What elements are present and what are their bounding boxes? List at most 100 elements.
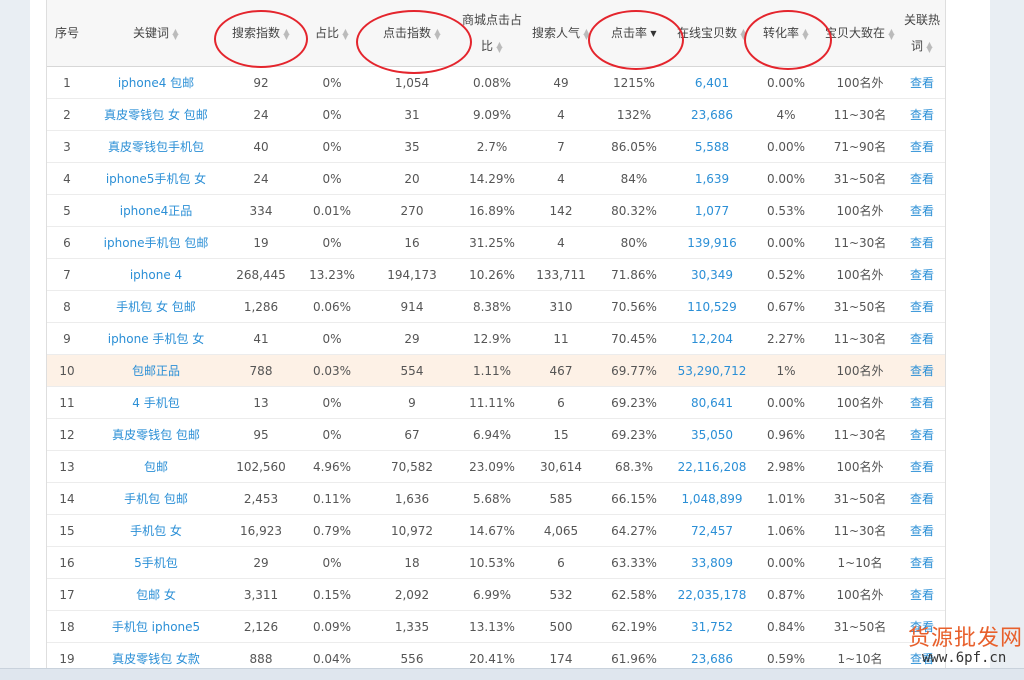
cell-keyword[interactable]: 手机包 女 (87, 514, 225, 547)
column-header-1[interactable]: 关键词 ▲ ▼ (87, 0, 225, 67)
cell-keyword[interactable]: 真皮零钱包手机包 (87, 130, 225, 163)
view-related-link[interactable]: 查看 (899, 642, 945, 668)
cell-keyword[interactable]: 真皮零钱包 女款 (87, 642, 225, 668)
sort-arrows-icon[interactable]: ▲ ▼ (888, 26, 895, 41)
cell-items[interactable]: 22,035,178 (673, 578, 751, 611)
cell-keyword[interactable]: 5手机包 (87, 546, 225, 579)
cell-keyword[interactable]: iphone 手机包 女 (87, 322, 225, 355)
view-related-link[interactable]: 查看 (899, 162, 945, 195)
cell-items[interactable]: 35,050 (673, 418, 751, 451)
cell-share: 0.79% (297, 514, 367, 547)
cell-keyword[interactable]: 手机包 包邮 (87, 482, 225, 515)
cell-keyword[interactable]: 包邮 女 (87, 578, 225, 611)
view-related-link[interactable]: 查看 (899, 354, 945, 387)
cell-no: 4 (47, 162, 87, 195)
cell-keyword[interactable]: 包邮 (87, 450, 225, 483)
view-related-link[interactable]: 查看 (899, 258, 945, 291)
view-related-link[interactable]: 查看 (899, 194, 945, 227)
cell-keyword[interactable]: iphone 4 (87, 258, 225, 291)
cell-items[interactable]: 1,639 (673, 162, 751, 195)
sort-arrows-icon[interactable]: ▲ ▼ (740, 26, 747, 41)
cell-mall: 10.26% (457, 258, 527, 291)
column-header-6[interactable]: 搜索人气 ▲ ▼ (527, 0, 595, 67)
table-row: 9 iphone 手机包 女 41 0% 29 12.9% 11 70.45% 12,204 2.… (47, 322, 945, 355)
sort-arrows-icon[interactable]: ▲ ▼ (172, 26, 179, 41)
table-row: 17 包邮 女 3,311 0.15% 2,092 6.99% 532 62.58% 22,03… (47, 578, 945, 611)
column-header-10[interactable]: 宝贝大致在 ▲ ▼ (821, 0, 899, 67)
sort-arrows-icon[interactable]: ▼ (650, 29, 657, 38)
cell-items[interactable]: 23,686 (673, 98, 751, 131)
cell-keyword[interactable]: iphone4 包邮 (87, 66, 225, 99)
view-related-link[interactable]: 查看 (899, 66, 945, 99)
cell-keyword[interactable]: iphone手机包 包邮 (87, 226, 225, 259)
sort-arrows-icon[interactable]: ▲ ▼ (583, 26, 590, 41)
cell-items[interactable]: 53,290,712 (673, 354, 751, 387)
column-header-3[interactable]: 占比 ▲ ▼ (297, 0, 367, 67)
cell-search: 24 (225, 98, 297, 131)
cell-items[interactable]: 5,588 (673, 130, 751, 163)
cell-conv: 0.84% (751, 610, 821, 643)
sort-arrows-icon[interactable]: ▲ ▼ (802, 26, 809, 41)
cell-items[interactable]: 12,204 (673, 322, 751, 355)
cell-keyword[interactable]: 4 手机包 (87, 386, 225, 419)
view-related-link[interactable]: 查看 (899, 130, 945, 163)
view-related-link[interactable]: 查看 (899, 578, 945, 611)
cell-no: 10 (47, 354, 87, 387)
cell-items[interactable]: 23,686 (673, 642, 751, 668)
cell-keyword[interactable]: 真皮零钱包 包邮 (87, 418, 225, 451)
cell-items[interactable]: 30,349 (673, 258, 751, 291)
view-related-link[interactable]: 查看 (899, 610, 945, 643)
cell-ctr: 1215% (595, 66, 673, 99)
cell-items[interactable]: 72,457 (673, 514, 751, 547)
column-header-4[interactable]: 点击指数 ▲ ▼ (367, 0, 457, 67)
sort-arrows-icon[interactable]: ▲ ▼ (926, 39, 933, 54)
taskbar-strip (0, 668, 1024, 680)
cell-click: 554 (367, 354, 457, 387)
cell-keyword[interactable]: 包邮正品 (87, 354, 225, 387)
view-related-link[interactable]: 查看 (899, 482, 945, 515)
column-header-9[interactable]: 转化率 ▲ ▼ (751, 0, 821, 67)
cell-keyword[interactable]: 手机包 iphone5 (87, 610, 225, 643)
cell-no: 17 (47, 578, 87, 611)
cell-items[interactable]: 33,809 (673, 546, 751, 579)
column-header-2[interactable]: 搜索指数 ▲ ▼ (225, 0, 297, 67)
column-header-7[interactable]: 点击率 ▼ (595, 0, 673, 67)
cell-items[interactable]: 6,401 (673, 66, 751, 99)
column-header-5[interactable]: 商城点击占比 ▲ ▼ (457, 0, 527, 67)
view-related-link[interactable]: 查看 (899, 450, 945, 483)
view-related-link[interactable]: 查看 (899, 98, 945, 131)
cell-keyword[interactable]: 真皮零钱包 女 包邮 (87, 98, 225, 131)
sort-arrows-icon[interactable]: ▲ ▼ (283, 26, 290, 41)
view-related-link[interactable]: 查看 (899, 290, 945, 323)
view-related-link[interactable]: 查看 (899, 546, 945, 579)
view-related-link[interactable]: 查看 (899, 514, 945, 547)
cell-items[interactable]: 139,916 (673, 226, 751, 259)
view-related-link[interactable]: 查看 (899, 386, 945, 419)
cell-items[interactable]: 80,641 (673, 386, 751, 419)
view-related-link[interactable]: 查看 (899, 322, 945, 355)
sort-arrows-icon[interactable]: ▲ ▼ (434, 26, 441, 41)
keyword-table: 序号 关键词 ▲ ▼ 搜索指数 ▲ ▼ 占比 ▲ ▼ 点击指数 ▲ ▼ 商城点击占比 ▲ ▼ 搜索人气 ▲ ▼ 点击率… (47, 0, 945, 668)
cell-keyword[interactable]: 手机包 女 包邮 (87, 290, 225, 323)
cell-items[interactable]: 1,048,899 (673, 482, 751, 515)
cell-items[interactable]: 1,077 (673, 194, 751, 227)
cell-ctr: 86.05% (595, 130, 673, 163)
column-header-11[interactable]: 关联热词 ▲ ▼ (899, 0, 945, 67)
cell-keyword[interactable]: iphone5手机包 女 (87, 162, 225, 195)
column-header-8[interactable]: 在线宝贝数 ▲ ▼ (673, 0, 751, 67)
sort-arrows-icon[interactable]: ▲ ▼ (496, 39, 503, 54)
cell-items[interactable]: 31,752 (673, 610, 751, 643)
cell-items[interactable]: 110,529 (673, 290, 751, 323)
column-header-0: 序号 (47, 0, 87, 67)
cell-no: 19 (47, 642, 87, 668)
table-row: 19 真皮零钱包 女款 888 0.04% 556 20.41% 174 61.96% 23,6… (47, 642, 945, 668)
view-related-link[interactable]: 查看 (899, 226, 945, 259)
cell-click: 31 (367, 98, 457, 131)
table-row: 2 真皮零钱包 女 包邮 24 0% 31 9.09% 4 132% 23,686 4% 11~30… (47, 98, 945, 131)
view-related-link[interactable]: 查看 (899, 418, 945, 451)
watermark-url: www.6pf.cn (922, 650, 1007, 666)
cell-items[interactable]: 22,116,208 (673, 450, 751, 483)
sort-arrows-icon[interactable]: ▲ ▼ (342, 26, 349, 41)
cell-click: 1,054 (367, 66, 457, 99)
cell-keyword[interactable]: iphone4正品 (87, 194, 225, 227)
